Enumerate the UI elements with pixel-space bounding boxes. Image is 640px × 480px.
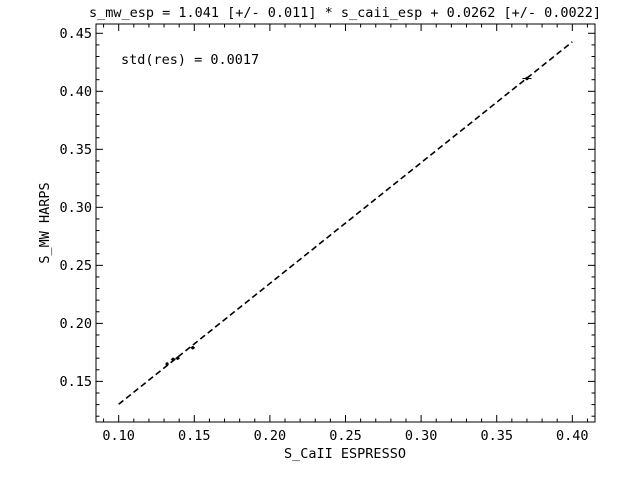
- y-tick-label: 0.30: [59, 200, 92, 216]
- y-tick-label: 0.15: [59, 374, 92, 390]
- point-marker: [165, 362, 169, 366]
- y-tick-label: 0.25: [59, 258, 92, 274]
- point-marker: [525, 76, 529, 81]
- x-tick-label: 0.30: [405, 428, 438, 444]
- y-axis-label: S_MW HARPS: [37, 182, 53, 263]
- chart-title: s_mw_esp = 1.041 [+/- 0.011] * s_caii_es…: [89, 5, 601, 21]
- x-tick-label: 0.40: [556, 428, 589, 444]
- data-point: [522, 76, 532, 81]
- x-axis-label: S_CaII ESPRESSO: [284, 446, 406, 462]
- y-axis-ticks: 0.15 0.20 0.25 0.30 0.35 0.40 0.45: [59, 26, 595, 417]
- point-marker: [191, 346, 195, 350]
- fit-line-layer: [118, 41, 573, 405]
- y-tick-label: 0.35: [59, 142, 92, 158]
- data-point: [175, 356, 180, 360]
- point-marker: [171, 357, 175, 361]
- point-marker: [176, 356, 180, 360]
- x-tick-label: 0.15: [178, 428, 211, 444]
- fit-line: [118, 41, 573, 405]
- x-tick-label: 0.25: [329, 428, 362, 444]
- y-tick-label: 0.40: [59, 84, 92, 100]
- data-points-layer: [165, 76, 532, 366]
- std-annotation: std(res) = 0.0017: [121, 52, 259, 68]
- x-tick-label: 0.35: [480, 428, 513, 444]
- y-tick-label: 0.45: [59, 26, 92, 42]
- y-tick-label: 0.20: [59, 316, 92, 332]
- data-point: [190, 345, 196, 350]
- x-tick-label: 0.10: [102, 428, 135, 444]
- data-point: [170, 357, 176, 362]
- data-point: [165, 362, 169, 366]
- x-axis-ticks: 0.10 0.15 0.20 0.25 0.30 0.35 0.40: [102, 24, 589, 444]
- x-tick-label: 0.20: [254, 428, 287, 444]
